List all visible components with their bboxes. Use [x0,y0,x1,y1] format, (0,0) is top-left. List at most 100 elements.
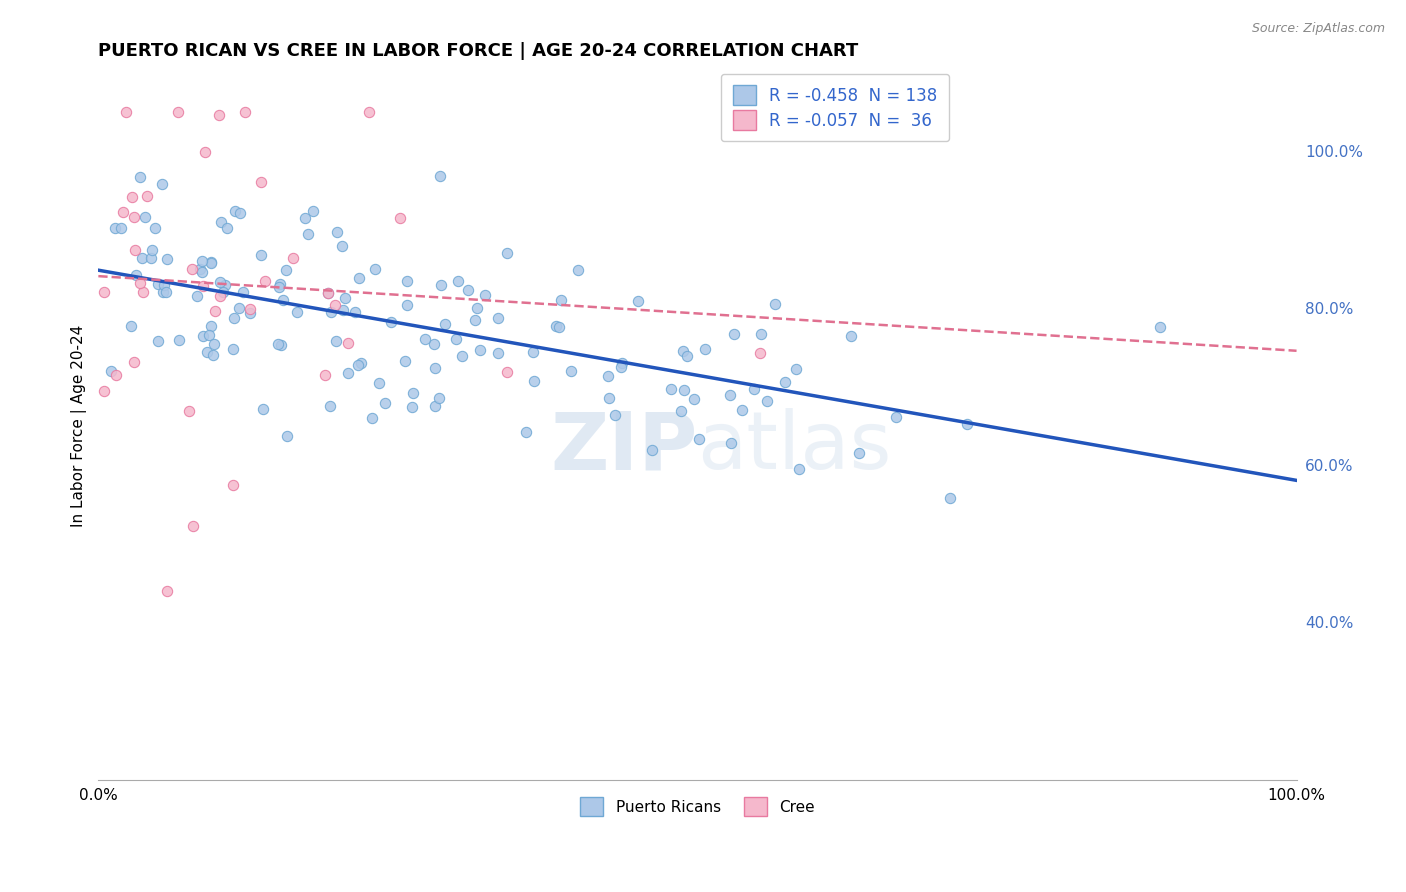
Point [723,327,745,342]
Point [124,268,146,282]
Point [222,310,245,325]
Point [105,368,128,382]
Point [720,436,742,450]
Point [486,345,509,359]
Point [394,354,416,368]
Point [1149,320,1171,334]
Point [156,252,179,266]
Point [314,368,336,383]
Point [429,278,451,293]
Point [839,329,862,343]
Point [208,108,231,122]
Point [229,206,252,220]
Point [287,304,309,318]
Point [148,334,170,348]
Point [209,289,232,303]
Point [131,285,153,300]
Point [848,446,870,460]
Point [93,384,115,398]
Point [693,343,716,357]
Point [128,169,150,184]
Point [141,244,163,258]
Text: ZIP: ZIP [550,409,697,486]
Point [200,255,222,269]
Point [347,358,370,372]
Point [742,382,765,396]
Point [323,298,346,312]
Point [548,319,571,334]
Point [141,251,163,265]
Point [228,301,250,315]
Point [523,374,546,388]
Point [214,278,236,293]
Point [124,243,146,257]
Point [134,210,156,224]
Point [550,293,572,308]
Point [200,256,222,270]
Point [211,285,233,299]
Point [316,286,339,301]
Point [359,104,381,119]
Point [787,462,810,476]
Point [195,344,218,359]
Point [763,297,786,311]
Point [121,190,143,204]
Point [515,425,537,440]
Point [198,328,221,343]
Point [464,313,486,327]
Point [104,221,127,235]
Point [267,337,290,351]
Y-axis label: In Labor Force | Age 20-24: In Labor Force | Age 20-24 [72,325,87,527]
Point [224,204,246,219]
Point [718,388,741,402]
Point [433,318,456,332]
Point [186,289,208,303]
Point [567,262,589,277]
Text: atlas: atlas [697,409,891,486]
Point [153,277,176,292]
Point [641,443,664,458]
Point [673,383,696,397]
Point [396,274,419,288]
Point [294,211,316,226]
Point [204,337,226,351]
Point [222,478,245,492]
Point [239,301,262,316]
Point [194,145,217,160]
Point [276,429,298,443]
Point [274,263,297,277]
Point [413,332,436,346]
Point [232,285,254,299]
Point [190,265,212,279]
Point [122,210,145,224]
Point [100,364,122,378]
Point [605,408,627,422]
Point [598,368,620,383]
Point [423,336,446,351]
Point [150,178,173,192]
Point [252,401,274,416]
Point [380,315,402,329]
Point [956,417,979,432]
Point [350,355,373,369]
Point [496,246,519,260]
Point [270,338,292,352]
Point [297,227,319,241]
Point [468,343,491,358]
Point [181,519,204,533]
Point [335,291,357,305]
Point [167,333,190,347]
Point [884,409,907,424]
Point [249,175,271,189]
Point [222,343,245,357]
Point [682,392,704,407]
Point [425,400,447,414]
Point [522,344,544,359]
Point [347,271,370,285]
Point [669,404,692,418]
Point [364,262,387,277]
Text: Source: ZipAtlas.com: Source: ZipAtlas.com [1251,22,1385,36]
Point [402,386,425,401]
Point [209,276,232,290]
Point [204,304,226,318]
